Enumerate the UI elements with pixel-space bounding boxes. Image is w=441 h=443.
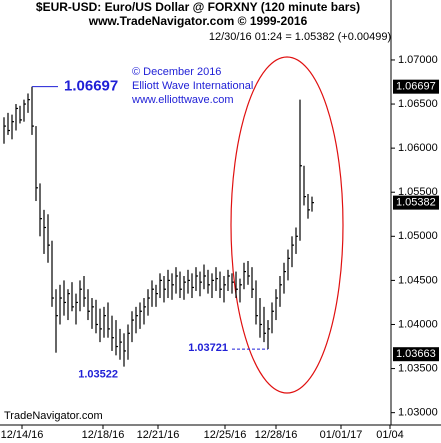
- x-tick-label: 12/18/16: [82, 429, 125, 441]
- axis-marker-label: 1.03663: [396, 348, 436, 360]
- source: TradeNavigator.com: [4, 410, 103, 422]
- axis-marker-label: 1.05382: [396, 197, 436, 209]
- annotation-label: 1.03721: [188, 342, 228, 354]
- axis-marker: [393, 79, 439, 94]
- axis-marker-label: 1.06697: [396, 81, 436, 93]
- axis-marker: [393, 195, 439, 210]
- y-tick-label: 1.03000: [398, 407, 438, 419]
- x-tick-label: 12/25/16: [204, 429, 247, 441]
- axis-marker: [393, 347, 439, 362]
- x-tick-label: 12/14/16: [1, 429, 44, 441]
- chart-subtitle: www.TradeNavigator.com © 1999-2016: [88, 14, 308, 28]
- y-tick-label: 1.04500: [398, 274, 438, 286]
- highlight-ellipse: [230, 56, 344, 394]
- credit: www.elliottwave.com: [131, 94, 233, 106]
- x-tick-label: 12/28/16: [255, 429, 298, 441]
- y-tick-label: 1.07000: [398, 54, 438, 66]
- x-tick-label: 01/01/17: [320, 429, 363, 441]
- chart-title: $EUR-USD: Euro/US Dollar @ FORXNY (120 m…: [36, 0, 360, 14]
- y-tick-label: 1.05500: [398, 186, 438, 198]
- y-tick-label: 1.03500: [398, 362, 438, 374]
- last-quote: 12/30/16 01:24 = 1.05382 (+0.00499): [209, 31, 391, 43]
- y-tick-label: 1.05000: [398, 230, 438, 242]
- x-tick-label: 01/04: [376, 429, 404, 441]
- credit: Elliott Wave International: [132, 80, 253, 92]
- y-tick-label: 1.06500: [398, 98, 438, 110]
- x-tick-label: 12/21/16: [137, 429, 180, 441]
- y-tick-label: 1.04000: [398, 318, 438, 330]
- annotation-label: 1.03522: [78, 369, 118, 381]
- y-tick-label: 1.06000: [398, 142, 438, 154]
- credit: © December 2016: [132, 66, 221, 78]
- annotation-label: 1.06697: [64, 78, 118, 95]
